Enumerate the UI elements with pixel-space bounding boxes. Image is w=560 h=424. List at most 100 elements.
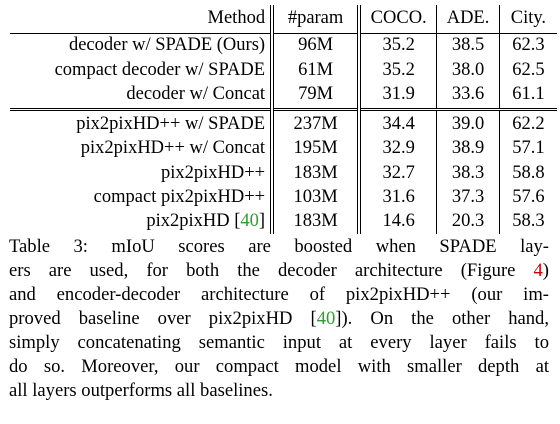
- cell-text: 37.3: [451, 186, 485, 207]
- figure-ref-link[interactable]: 4: [533, 260, 543, 281]
- cell-ade: 39.0: [436, 109, 500, 138]
- table-row: compact decoder w/ SPADE 61M 35.2 38.0 62.5: [10, 58, 557, 83]
- cell-text: 96M: [298, 35, 334, 56]
- cell-param: 195M: [272, 137, 362, 162]
- table-body: decoder w/ SPADE (Ours) 96M 35.2 38.5 62.3 co…: [10, 33, 557, 235]
- cell-coco: 32.9: [359, 137, 438, 162]
- cell-text: 62.2: [512, 114, 545, 135]
- cell-param: 183M: [272, 161, 362, 186]
- cell-text: 39.0: [451, 114, 485, 135]
- cell-text: 38.9: [451, 138, 485, 159]
- table-row: pix2pixHD [40] 183M 14.6 20.3 58.3: [10, 210, 557, 235]
- cell-text: pix2pixHD: [146, 211, 230, 232]
- cell-text: decoder w/ Concat: [126, 83, 266, 104]
- caption-text: and encoder-decoder architecture of pix2…: [9, 284, 549, 305]
- cell-text: 38.0: [451, 59, 485, 80]
- cell-param: 103M: [272, 185, 362, 211]
- caption-line: do so. Moreover, our compact model with …: [9, 355, 549, 379]
- caption-line: ers are used, for both the decoder archi…: [9, 259, 549, 283]
- caption-line: proved baseline over pix2pixHD [40]). On…: [9, 307, 549, 331]
- caption-text: Table 3: mIoU scores are boosted when SP…: [9, 236, 549, 257]
- table-row: pix2pixHD++ 183M 32.7 38.3 58.8: [10, 161, 557, 186]
- cell-text: 58.3: [512, 211, 545, 232]
- citation-link[interactable]: 40: [316, 308, 336, 329]
- cell-text: pix2pixHD++ w/ Concat: [80, 138, 266, 159]
- cell-coco: 34.4: [359, 109, 438, 138]
- cell-city: 57.1: [499, 137, 557, 161]
- table-row: pix2pixHD++ w/ Concat 195M 32.9 38.9 57.1: [10, 137, 557, 162]
- cell-ade: 38.9: [436, 137, 500, 162]
- cell-param: 237M: [272, 109, 362, 138]
- cell-text: 237M: [293, 114, 338, 135]
- cell-method: pix2pixHD++: [10, 161, 275, 186]
- cell-text: 35.2: [382, 35, 415, 56]
- cell-text: 57.1: [512, 138, 545, 159]
- table-row: decoder w/ Concat 79M 31.9 33.6 61.1: [10, 82, 557, 112]
- cell-ade: 38.5: [436, 33, 500, 59]
- cell-city: 57.6: [499, 186, 557, 210]
- cell-method: compact pix2pixHD++: [10, 185, 275, 211]
- cell-method: pix2pixHD++ w/ Concat: [10, 137, 275, 162]
- cell-method: decoder w/ SPADE (Ours): [10, 33, 275, 59]
- cell-text: pix2pixHD++ w/ SPADE: [76, 114, 266, 135]
- cell-city: 62.5: [499, 59, 557, 83]
- cell-coco: 35.2: [359, 58, 438, 83]
- cell-text: 35.2: [382, 59, 415, 80]
- cell-city: 61.1: [499, 82, 557, 112]
- cell-coco: 32.7: [359, 161, 438, 186]
- cell-method: decoder w/ Concat: [10, 82, 275, 112]
- cell-ade: 37.3: [436, 185, 500, 211]
- cell-text: 31.9: [382, 83, 415, 104]
- caption-line: simply concatenating semantic input at e…: [9, 331, 549, 355]
- cell-text: 32.9: [382, 138, 415, 159]
- cell-text: 61M: [298, 59, 334, 80]
- cell-method: pix2pixHD++ w/ SPADE: [10, 109, 275, 138]
- cell-text: compact decoder w/ SPADE: [54, 59, 266, 80]
- cell-text: 38.3: [451, 162, 485, 183]
- caption-line: all layers outperforms all baselines.: [9, 379, 549, 403]
- cell-text: compact pix2pixHD++: [93, 186, 266, 207]
- header-method: Method: [10, 5, 275, 35]
- cell-text: 14.6: [382, 211, 415, 232]
- cell-param: 96M: [272, 33, 362, 59]
- cell-ade: 38.0: [436, 58, 500, 83]
- cell-city: 58.3: [499, 210, 557, 234]
- caption-text: simply concatenating semantic input at e…: [9, 332, 549, 353]
- cell-text: 62.5: [512, 59, 545, 80]
- cell-param: 183M: [272, 210, 362, 235]
- cell-text: 183M: [293, 162, 338, 183]
- header-param: #param: [272, 5, 362, 35]
- cell-text: 58.8: [512, 162, 545, 183]
- citation-link[interactable]: 40: [240, 211, 259, 232]
- cell-coco: 14.6: [359, 210, 438, 235]
- cell-text: 38.5: [451, 35, 485, 56]
- cell-param: 61M: [272, 58, 362, 83]
- table-caption: Table 3: mIoU scores are boosted when SP…: [9, 235, 549, 403]
- cell-text: pix2pixHD++: [160, 162, 266, 183]
- cell-city: 58.8: [499, 162, 557, 186]
- caption-text: proved baseline over pix2pixHD [: [9, 308, 317, 329]
- cell-text: 20.3: [451, 211, 485, 232]
- caption-text: ers are used, for both the decoder archi…: [9, 260, 534, 281]
- caption-text: ]). On the other hand,: [335, 308, 549, 329]
- caption-line: Table 3: mIoU scores are boosted when SP…: [9, 235, 549, 259]
- cell-text: 195M: [293, 138, 338, 159]
- cell-text: decoder w/ SPADE (Ours): [68, 35, 266, 56]
- cell-text: 57.6: [512, 186, 545, 207]
- cell-ade: 20.3: [436, 210, 500, 235]
- cell-text: 34.4: [382, 114, 415, 135]
- cell-coco: 31.6: [359, 185, 438, 211]
- table-header-row: Method #param COCO. ADE. City.: [10, 5, 557, 35]
- cell-text: 79M: [298, 83, 334, 104]
- cell-text: 61.1: [512, 83, 545, 104]
- cell-method: compact decoder w/ SPADE: [10, 58, 275, 83]
- caption-text: all layers outperforms all baselines.: [9, 380, 273, 401]
- table-row: pix2pixHD++ w/ SPADE 237M 34.4 39.0 62.2: [10, 109, 557, 138]
- caption-line: and encoder-decoder architecture of pix2…: [9, 283, 549, 307]
- cell-text: 31.6: [382, 186, 415, 207]
- caption-text: ): [542, 260, 549, 281]
- cell-method: pix2pixHD [40]: [10, 210, 275, 235]
- results-table: Method #param COCO. ADE. City. decoder w…: [10, 5, 557, 235]
- cell-ade: 33.6: [436, 82, 500, 112]
